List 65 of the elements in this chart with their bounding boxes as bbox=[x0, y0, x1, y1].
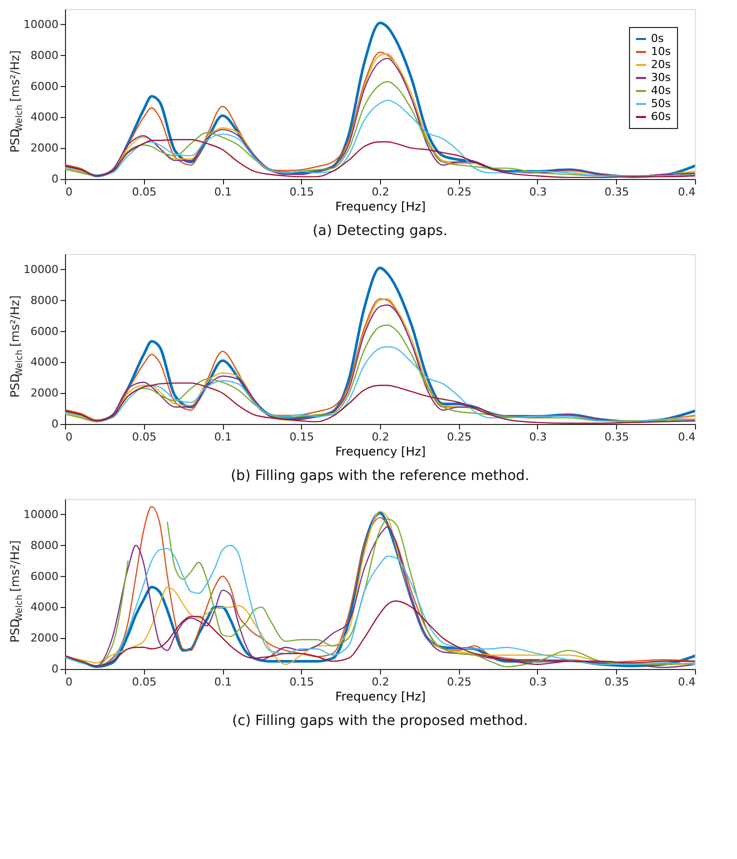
y-tick-label: 10000 bbox=[24, 508, 58, 521]
y-tick-label: 4000 bbox=[30, 600, 58, 614]
x-tick-label: 0.15 bbox=[290, 430, 314, 444]
text: (a) Detecting gaps. bbox=[312, 223, 448, 239]
y-tick-label: 2000 bbox=[30, 142, 58, 155]
y-axis-title: PSDWelch [ms²/Hz] bbox=[8, 50, 25, 153]
y-tick-label: 8000 bbox=[30, 538, 58, 552]
line-series bbox=[65, 100, 695, 178]
x-tick-label: 0.05 bbox=[132, 676, 156, 688]
x-tick-label: 0.05 bbox=[132, 430, 156, 444]
y-tick-label: 10000 bbox=[24, 262, 58, 276]
legend-label: 20s bbox=[651, 58, 671, 71]
x-tick-label: 0.3 bbox=[529, 430, 547, 444]
x-tick-label: 0.05 bbox=[132, 186, 156, 198]
x-axis-title: Frequency [Hz] bbox=[335, 200, 426, 214]
legend-label: 40s bbox=[651, 84, 671, 97]
line-series bbox=[65, 324, 695, 422]
x-tick-label: 0.15 bbox=[290, 676, 314, 688]
x-tick-label: 0.3 bbox=[529, 186, 547, 198]
legend-label: 10s bbox=[651, 45, 671, 58]
x-tick-label: 0.4 bbox=[678, 430, 696, 444]
text: (b) Filling gaps with the reference method. bbox=[230, 468, 530, 484]
x-tick-label: 0.35 bbox=[604, 430, 629, 444]
y-tick-label: 8000 bbox=[30, 48, 58, 62]
text: (c) Filling gaps with the proposed method. bbox=[232, 713, 528, 729]
x-tick-label: 0.4 bbox=[678, 186, 696, 198]
y-axis-title: PSDWelch [ms²/Hz] bbox=[8, 540, 25, 643]
y-axis-title: PSDWelch [ms²/Hz] bbox=[8, 295, 25, 398]
x-tick-label: 0 bbox=[66, 430, 72, 444]
y-tick-label: 0 bbox=[52, 662, 58, 676]
y-tick-label: 4000 bbox=[30, 356, 58, 369]
y-tick-label: 4000 bbox=[30, 110, 58, 124]
y-tick-label: 2000 bbox=[30, 386, 58, 400]
x-tick-label: 0.2 bbox=[372, 676, 390, 688]
x-tick-label: 0.4 bbox=[678, 676, 696, 688]
x-tick-label: 0.25 bbox=[447, 186, 472, 198]
x-axis-title: Frequency [Hz] bbox=[335, 444, 426, 458]
y-tick-label: 2000 bbox=[30, 632, 58, 645]
x-axis-title: Frequency [Hz] bbox=[335, 690, 426, 704]
legend-label: 30s bbox=[651, 71, 671, 84]
y-tick-label: 6000 bbox=[30, 324, 58, 338]
x-tick-label: 0 bbox=[66, 186, 72, 198]
x-tick-label: 0.35 bbox=[604, 186, 629, 198]
y-tick-label: 0 bbox=[52, 172, 58, 186]
y-tick-label: 10000 bbox=[24, 18, 58, 31]
x-tick-label: 0.35 bbox=[604, 676, 629, 688]
line-series bbox=[65, 346, 695, 422]
y-tick-label: 0 bbox=[52, 418, 58, 430]
legend-label: 0s bbox=[651, 32, 664, 45]
y-tick-label: 8000 bbox=[30, 294, 58, 307]
x-tick-label: 0.1 bbox=[214, 430, 232, 444]
x-tick-label: 0.25 bbox=[447, 430, 472, 444]
legend-label: 60s bbox=[651, 110, 671, 123]
x-tick-label: 0.3 bbox=[529, 676, 547, 688]
x-tick-label: 0.1 bbox=[214, 186, 232, 198]
x-tick-label: 0.1 bbox=[214, 676, 232, 688]
line-series bbox=[65, 600, 695, 667]
x-tick-label: 0.2 bbox=[372, 186, 390, 198]
x-tick-label: 0.2 bbox=[372, 430, 390, 444]
y-tick-label: 6000 bbox=[30, 570, 58, 583]
y-tick-label: 6000 bbox=[30, 80, 58, 93]
x-tick-label: 0.25 bbox=[447, 676, 472, 688]
legend-label: 50s bbox=[651, 97, 671, 110]
x-tick-label: 0.15 bbox=[290, 186, 314, 198]
x-tick-label: 0 bbox=[66, 676, 72, 688]
